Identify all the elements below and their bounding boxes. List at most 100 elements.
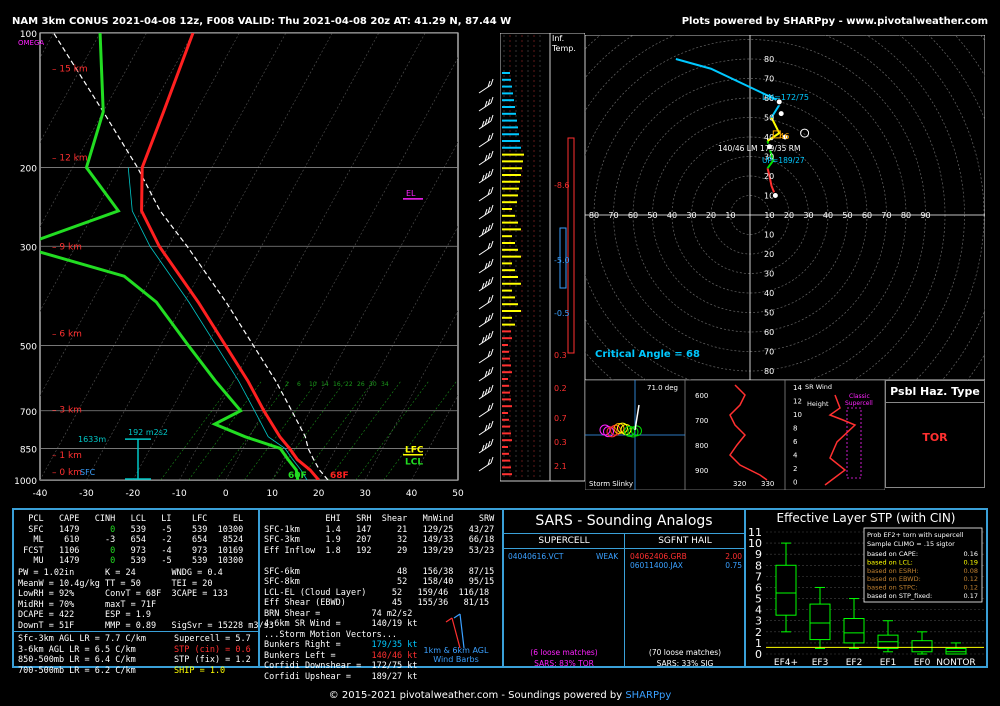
- stp-prob-value: 0.19: [964, 558, 978, 566]
- isotherm: [86, 33, 333, 480]
- isotherm: [40, 33, 101, 143]
- hodo-ring-label: 60: [764, 94, 774, 103]
- parcel-table-cell: -5: [151, 524, 177, 535]
- hazard-panel: Psbl Haz. Type TOR: [885, 380, 985, 488]
- loose-matches-hail: (70 loose matches): [648, 648, 722, 657]
- parcel-table: PCL CAPE CINH LCL LI LFC EL SFC 1479 0 5…: [18, 514, 248, 567]
- stp-prob-value: 0.17: [964, 592, 978, 600]
- hail-match-row: 06011400.JAX 0.75: [630, 561, 742, 570]
- sars-panel: SARS - Sounding Analogs SUPERCELL SGFNT …: [502, 508, 746, 668]
- wind-barb-shaft: [478, 84, 492, 94]
- stp-prob-key: based on LCL:: [867, 558, 913, 566]
- stp-box: [775, 564, 797, 616]
- stp-title: Effective Layer STP (with CIN): [776, 511, 956, 525]
- theta-plevel: 800: [695, 442, 708, 450]
- hodo-ring-label: 10: [764, 192, 774, 201]
- wind-barb-flag: [487, 404, 491, 412]
- storm-motion-value: 172/75 kt: [371, 661, 418, 671]
- height-label: – 1 km: [52, 451, 82, 461]
- hodo-segment-0-1km: [766, 167, 777, 196]
- eff-inflow-srh: 192 m2s2: [128, 428, 168, 437]
- parcel-table-row: FCST 1106 0 973 -4 973 10169: [18, 546, 248, 557]
- wind-barb-flag: [487, 260, 491, 268]
- wind-barb-flag: [481, 174, 485, 182]
- thermo-row: MidRH = 70% maxT = 71F: [18, 599, 172, 610]
- storm-motion-row: Bunkers Right = 179/35 kt: [264, 640, 494, 651]
- parcel-table-cell: 0: [84, 524, 121, 535]
- hodo-ring-label: 80: [764, 367, 774, 376]
- parcel-table-cell: -4: [151, 545, 177, 556]
- wind-barb-flag: [487, 296, 491, 304]
- temp-tick-label: -40: [33, 489, 48, 499]
- wind-barb-shaft: [478, 462, 492, 472]
- wind-barb-flag: [490, 366, 494, 374]
- slinky-circle: [624, 425, 635, 437]
- wind-barb-flag: [484, 100, 488, 108]
- pressure-label: 700: [20, 408, 37, 418]
- hodo-segment-3-6km: [766, 117, 781, 142]
- hodo-ring-label: 30: [764, 153, 774, 162]
- hodo-x-label: 20: [784, 211, 794, 220]
- parcel-table-cell: ML: [18, 535, 49, 545]
- srw-ytick: 6: [793, 438, 798, 446]
- stp-prob-key: based on ESRH:: [867, 567, 919, 575]
- srw-ytick: 4: [793, 452, 798, 460]
- temp-tick-label: -20: [126, 489, 141, 499]
- stp-prob-value: 0.12: [964, 575, 978, 583]
- parcel-table-cell: SFC: [18, 524, 49, 535]
- mixing-ratio-label: 2: [285, 381, 289, 388]
- srw-ytick: 2: [793, 465, 797, 473]
- wind-barb-flag: [481, 336, 485, 344]
- wind-barb-flag: [487, 152, 491, 160]
- hodo-x-label: 60: [628, 211, 638, 220]
- thermo-row: LowRH = 92% ConvT = 68F 3CAPE = 133: [18, 589, 228, 599]
- lapse-row: 3-6km AGL LR = 6.5 C/km: [18, 644, 136, 655]
- stp-ytick: 1: [755, 637, 762, 650]
- wind-barb-flag: [490, 312, 494, 320]
- storm-motion-key: Bunkers Left =: [264, 650, 372, 661]
- hodo-ring-label: 70: [764, 348, 774, 357]
- wind-barb-flag: [487, 314, 491, 322]
- kinematics-panel: EHI SRH Shear MnWind SRW SFC-1km 1.4 147 …: [258, 508, 504, 682]
- sfc-dewp-label: 60F: [288, 471, 307, 481]
- barb-6km-flag: [453, 613, 461, 619]
- parcel-table-cell: -5: [151, 556, 177, 566]
- inflow-temp-panel: Inf.Temp. -8.6 -5.0 -0.5 0.3 0.2 0.7 0.3 2.1: [500, 33, 585, 482]
- wind-barb-flag: [487, 278, 491, 286]
- hail-match-row: 04062406.GRB 2.00: [630, 552, 742, 561]
- stp-category: EF0: [914, 658, 931, 668]
- storm-motion-value: 189/27 kt: [371, 671, 418, 682]
- hodo-x-label: 70: [608, 211, 618, 220]
- kin-row: Eff Shear (EBWD) 45 155/36 81/15: [264, 598, 490, 608]
- wind-barb-flag: [490, 294, 494, 302]
- footer-brand[interactable]: SHARPpy: [625, 690, 672, 701]
- pressure-label: 850: [20, 445, 37, 455]
- hodo-area: [585, 35, 985, 380]
- wind-barb-flag: [481, 390, 485, 398]
- wind-barb-shaft: [478, 192, 492, 202]
- wind-barb-flag: [484, 424, 488, 432]
- isotherm: [271, 141, 458, 480]
- lapse-row: 700-500mb LR = 6.2 C/km: [18, 665, 136, 676]
- hail-match-id: 04062406.GRB: [630, 552, 687, 561]
- dewpoint-trace: [40, 33, 300, 480]
- composite-row: STP (fix) = 1.2: [174, 655, 251, 665]
- skewt-chart: 2 6 10 14 16 22 26 30 341002003005007008501000-4…: [14, 30, 464, 499]
- mixing-ratio-label: 30: [369, 381, 377, 388]
- pressure-label: 200: [20, 165, 37, 175]
- isotherm: [225, 57, 458, 480]
- stp-ytick: 10: [748, 537, 762, 550]
- height-label: – 15 km: [52, 64, 88, 74]
- mixing-ratio-line: [355, 380, 430, 480]
- theta-xtick: 330: [761, 480, 774, 488]
- composite-row: STP (cin) = 0.6: [174, 644, 251, 655]
- slinky-angle: 71.0 deg: [647, 384, 678, 392]
- stp-prob-value: 0.16: [964, 550, 978, 558]
- storm-motion-row: Corfidi Downshear = 172/75 kt: [264, 661, 494, 672]
- infl-value: -8.6: [554, 181, 570, 190]
- wind-barb-flag: [484, 316, 488, 324]
- stp-category: EF4+: [774, 658, 798, 668]
- wind-barb-flag: [487, 98, 491, 106]
- barb-caption: 1km & 6km AGL Wind Barbs: [423, 646, 489, 664]
- hodo-km-marker: [781, 133, 789, 141]
